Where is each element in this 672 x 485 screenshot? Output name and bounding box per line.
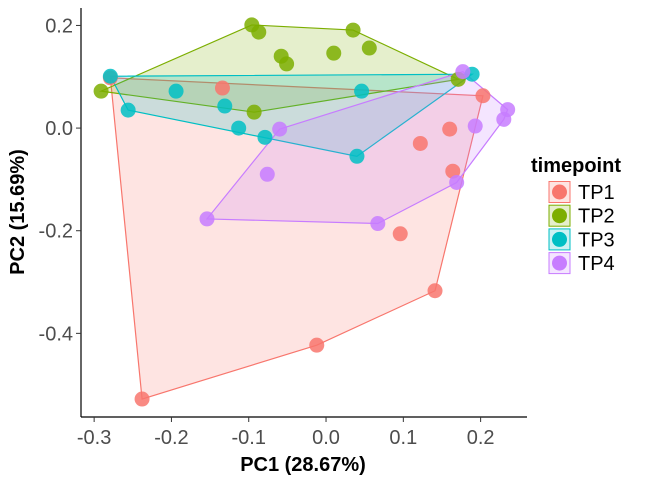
legend-title: timepoint — [531, 155, 621, 177]
y-tick-label: 0.2 — [45, 15, 73, 37]
point-tp4 — [467, 118, 483, 134]
point-tp4 — [449, 174, 465, 190]
y-tick-label: 0.0 — [45, 118, 73, 140]
point-tp2 — [251, 24, 267, 40]
legend-label: TP1 — [578, 182, 615, 204]
y-tick-label: -0.4 — [39, 323, 73, 345]
legend-marker — [552, 255, 567, 271]
point-tp1 — [214, 80, 230, 96]
legend-marker — [552, 208, 567, 224]
point-tp3 — [217, 98, 233, 114]
hulls — [98, 24, 509, 400]
legend-label: TP2 — [578, 206, 615, 228]
point-tp3 — [257, 129, 273, 145]
point-tp3 — [102, 68, 118, 84]
point-tp2 — [279, 56, 295, 72]
x-tick-label: 0.0 — [312, 427, 340, 449]
point-tp1 — [445, 163, 461, 179]
point-tp1 — [134, 391, 150, 407]
point-tp2 — [326, 45, 342, 61]
point-tp1 — [392, 226, 408, 242]
point-tp3 — [120, 102, 136, 118]
point-tp2 — [246, 104, 262, 120]
point-tp3 — [231, 120, 247, 136]
y-tick-label: -0.2 — [39, 221, 73, 243]
legend-marker — [552, 184, 567, 200]
y-axis-label: PC2 (15.69%) — [7, 149, 29, 275]
legend-marker — [552, 231, 567, 247]
hull-tp1 — [109, 77, 484, 400]
point-tp4 — [455, 64, 471, 80]
x-tick-label: 0.1 — [389, 427, 417, 449]
x-tick-label: 0.2 — [467, 427, 495, 449]
x-tick-label: -0.3 — [77, 427, 111, 449]
point-tp2 — [93, 83, 109, 99]
point-tp1 — [309, 337, 325, 353]
point-tp2 — [345, 22, 361, 38]
legend-label: TP3 — [578, 229, 615, 251]
point-tp1 — [442, 121, 458, 137]
point-tp4 — [370, 216, 386, 232]
x-tick-label: -0.2 — [154, 427, 188, 449]
axes: -0.3 -0.2 -0.1 0.0 0.1 0.2 0.2 0.0 -0.2 -0.4 — [39, 8, 527, 449]
point-tp4 — [199, 211, 215, 227]
points — [93, 17, 516, 407]
x-tick-label: -0.1 — [231, 427, 265, 449]
point-tp1 — [427, 283, 443, 299]
point-tp3 — [354, 83, 370, 99]
point-tp3 — [168, 83, 184, 99]
point-tp2 — [361, 40, 377, 56]
point-tp1 — [412, 135, 428, 151]
legend-label: TP4 — [578, 253, 615, 275]
point-tp4 — [259, 166, 275, 182]
point-tp4 — [272, 121, 288, 137]
point-tp4 — [496, 111, 512, 127]
point-tp1 — [475, 88, 491, 104]
x-axis-label: PC1 (28.67%) — [240, 454, 366, 476]
point-tp3 — [349, 148, 365, 164]
